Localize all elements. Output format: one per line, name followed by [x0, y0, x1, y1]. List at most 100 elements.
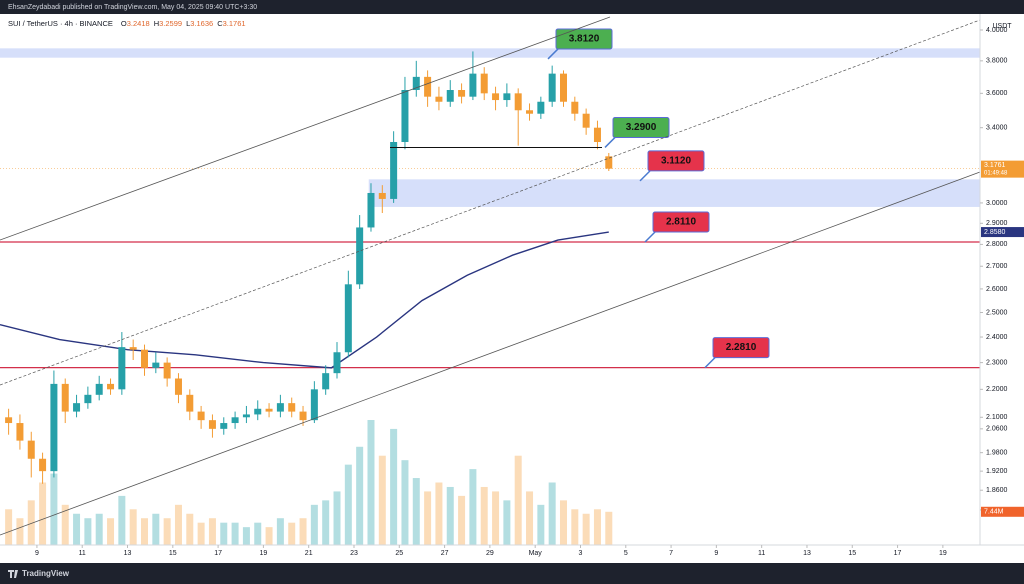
ohlc-letter: H — [154, 19, 159, 28]
annotation-pointer — [547, 48, 559, 60]
volume-bar — [390, 428, 398, 545]
x-tick-label: 21 — [305, 550, 313, 557]
candle-body — [197, 411, 205, 421]
candle-body — [140, 349, 148, 368]
volume-bar — [446, 486, 454, 545]
annotation-box — [652, 211, 710, 233]
brand-name: TradingView — [22, 569, 70, 578]
volume-bar — [559, 500, 567, 545]
y-tick-label: 3.4000 — [986, 125, 1008, 132]
candle-body — [469, 73, 477, 97]
candle-body — [571, 101, 579, 114]
y-tick-label: 2.5000 — [986, 309, 1008, 316]
ma-tag — [981, 227, 1024, 238]
volume-bar — [435, 482, 443, 545]
candle-body — [118, 347, 126, 390]
candle-body — [231, 417, 239, 424]
candle-body — [356, 227, 364, 285]
y-tick-label: 1.8600 — [986, 487, 1008, 494]
candle-body — [424, 76, 432, 97]
volume-bar — [548, 482, 556, 545]
volume-bar — [231, 522, 239, 545]
volume-bar — [242, 527, 250, 545]
volume-bar — [412, 478, 420, 545]
candle-body — [50, 383, 58, 472]
volume-bar — [492, 491, 500, 545]
volume-bar — [129, 509, 137, 545]
volume-bar — [322, 500, 330, 545]
volume-bar — [265, 527, 273, 545]
symbol-title: SUI / TetherUS · 4h · BINANCE — [8, 19, 113, 28]
candle-body — [514, 93, 522, 111]
plot: 3.8120 3.2900 3.1120 2.8110 2.2810 — [0, 28, 980, 545]
ma-label: 2.8580 — [984, 229, 1006, 236]
annotation-label: 3.1120 — [661, 156, 691, 167]
volume-bar — [582, 513, 590, 545]
candle-body — [129, 347, 137, 350]
annotation-pointer — [704, 357, 716, 369]
volume-bar — [95, 513, 103, 545]
candle-body — [390, 142, 398, 199]
chart-header: SUI / TetherUS · 4h · BINANCE O3.2418 H3.2… — [8, 19, 246, 28]
y-tick-label: 2.6000 — [986, 286, 1008, 293]
x-tick-label: 29 — [486, 550, 494, 557]
y-tick-label: 2.2000 — [986, 386, 1008, 393]
volume-bar — [27, 500, 35, 545]
candle-body — [242, 414, 250, 418]
volume-bar — [5, 509, 13, 545]
candle-body — [458, 90, 466, 97]
bottom-bar — [0, 563, 1024, 584]
volume-bar — [605, 511, 613, 545]
annotation-pointer — [644, 231, 656, 243]
y-tick-label: 3.8000 — [986, 58, 1008, 65]
volume-bar — [288, 522, 296, 545]
candle-body — [16, 423, 24, 441]
candle-body — [559, 73, 567, 102]
volume-bar — [186, 513, 194, 545]
candle-body — [208, 420, 216, 429]
candle-body — [605, 156, 613, 169]
countdown-label: 01:49:48 — [984, 171, 1008, 177]
ohlc-value: 3.2418 — [127, 19, 150, 28]
volume-bar — [152, 513, 160, 545]
y-tick-label: 2.0600 — [986, 426, 1008, 433]
candle-body — [322, 373, 330, 390]
brand-logo — [8, 570, 18, 578]
last-price-tag — [981, 160, 1024, 178]
volume-bar — [174, 504, 182, 545]
ohlc-value: 3.2599 — [159, 19, 182, 28]
x-tick-label: 15 — [848, 550, 856, 557]
volume-bar — [378, 455, 386, 545]
volume-bar — [310, 504, 318, 545]
moving-average — [0, 231, 609, 369]
plot-area — [0, 14, 980, 545]
channel-upper — [0, 16, 611, 241]
candle-body — [73, 403, 81, 412]
annotation-box — [647, 150, 705, 172]
volume-bar — [254, 522, 262, 545]
x-tick-label: 13 — [803, 550, 811, 557]
y-tick-label: 2.9000 — [986, 220, 1008, 227]
y-tick-label: 2.4000 — [986, 334, 1008, 341]
volume-bar — [276, 518, 284, 545]
volume-bar — [356, 446, 364, 545]
annotation-label: 3.2900 — [626, 122, 657, 133]
volume-bar — [344, 464, 352, 545]
ohlc-value: 3.1761 — [223, 19, 246, 28]
candle-body — [480, 73, 488, 94]
volume-bar — [163, 518, 171, 545]
volume-bar — [16, 518, 24, 545]
candle-body — [5, 417, 13, 424]
candle-body — [163, 362, 171, 379]
x-tick-label: 27 — [441, 550, 449, 557]
candle-body — [186, 394, 194, 412]
x-tick-label: 23 — [350, 550, 358, 557]
annotation-box — [712, 337, 770, 359]
volume-bar — [537, 504, 545, 545]
volume-bar — [526, 491, 534, 545]
ohlc-value: 3.1636 — [190, 19, 213, 28]
candle-body — [537, 101, 545, 114]
candle-body — [254, 408, 262, 415]
annotation-box — [612, 116, 670, 138]
